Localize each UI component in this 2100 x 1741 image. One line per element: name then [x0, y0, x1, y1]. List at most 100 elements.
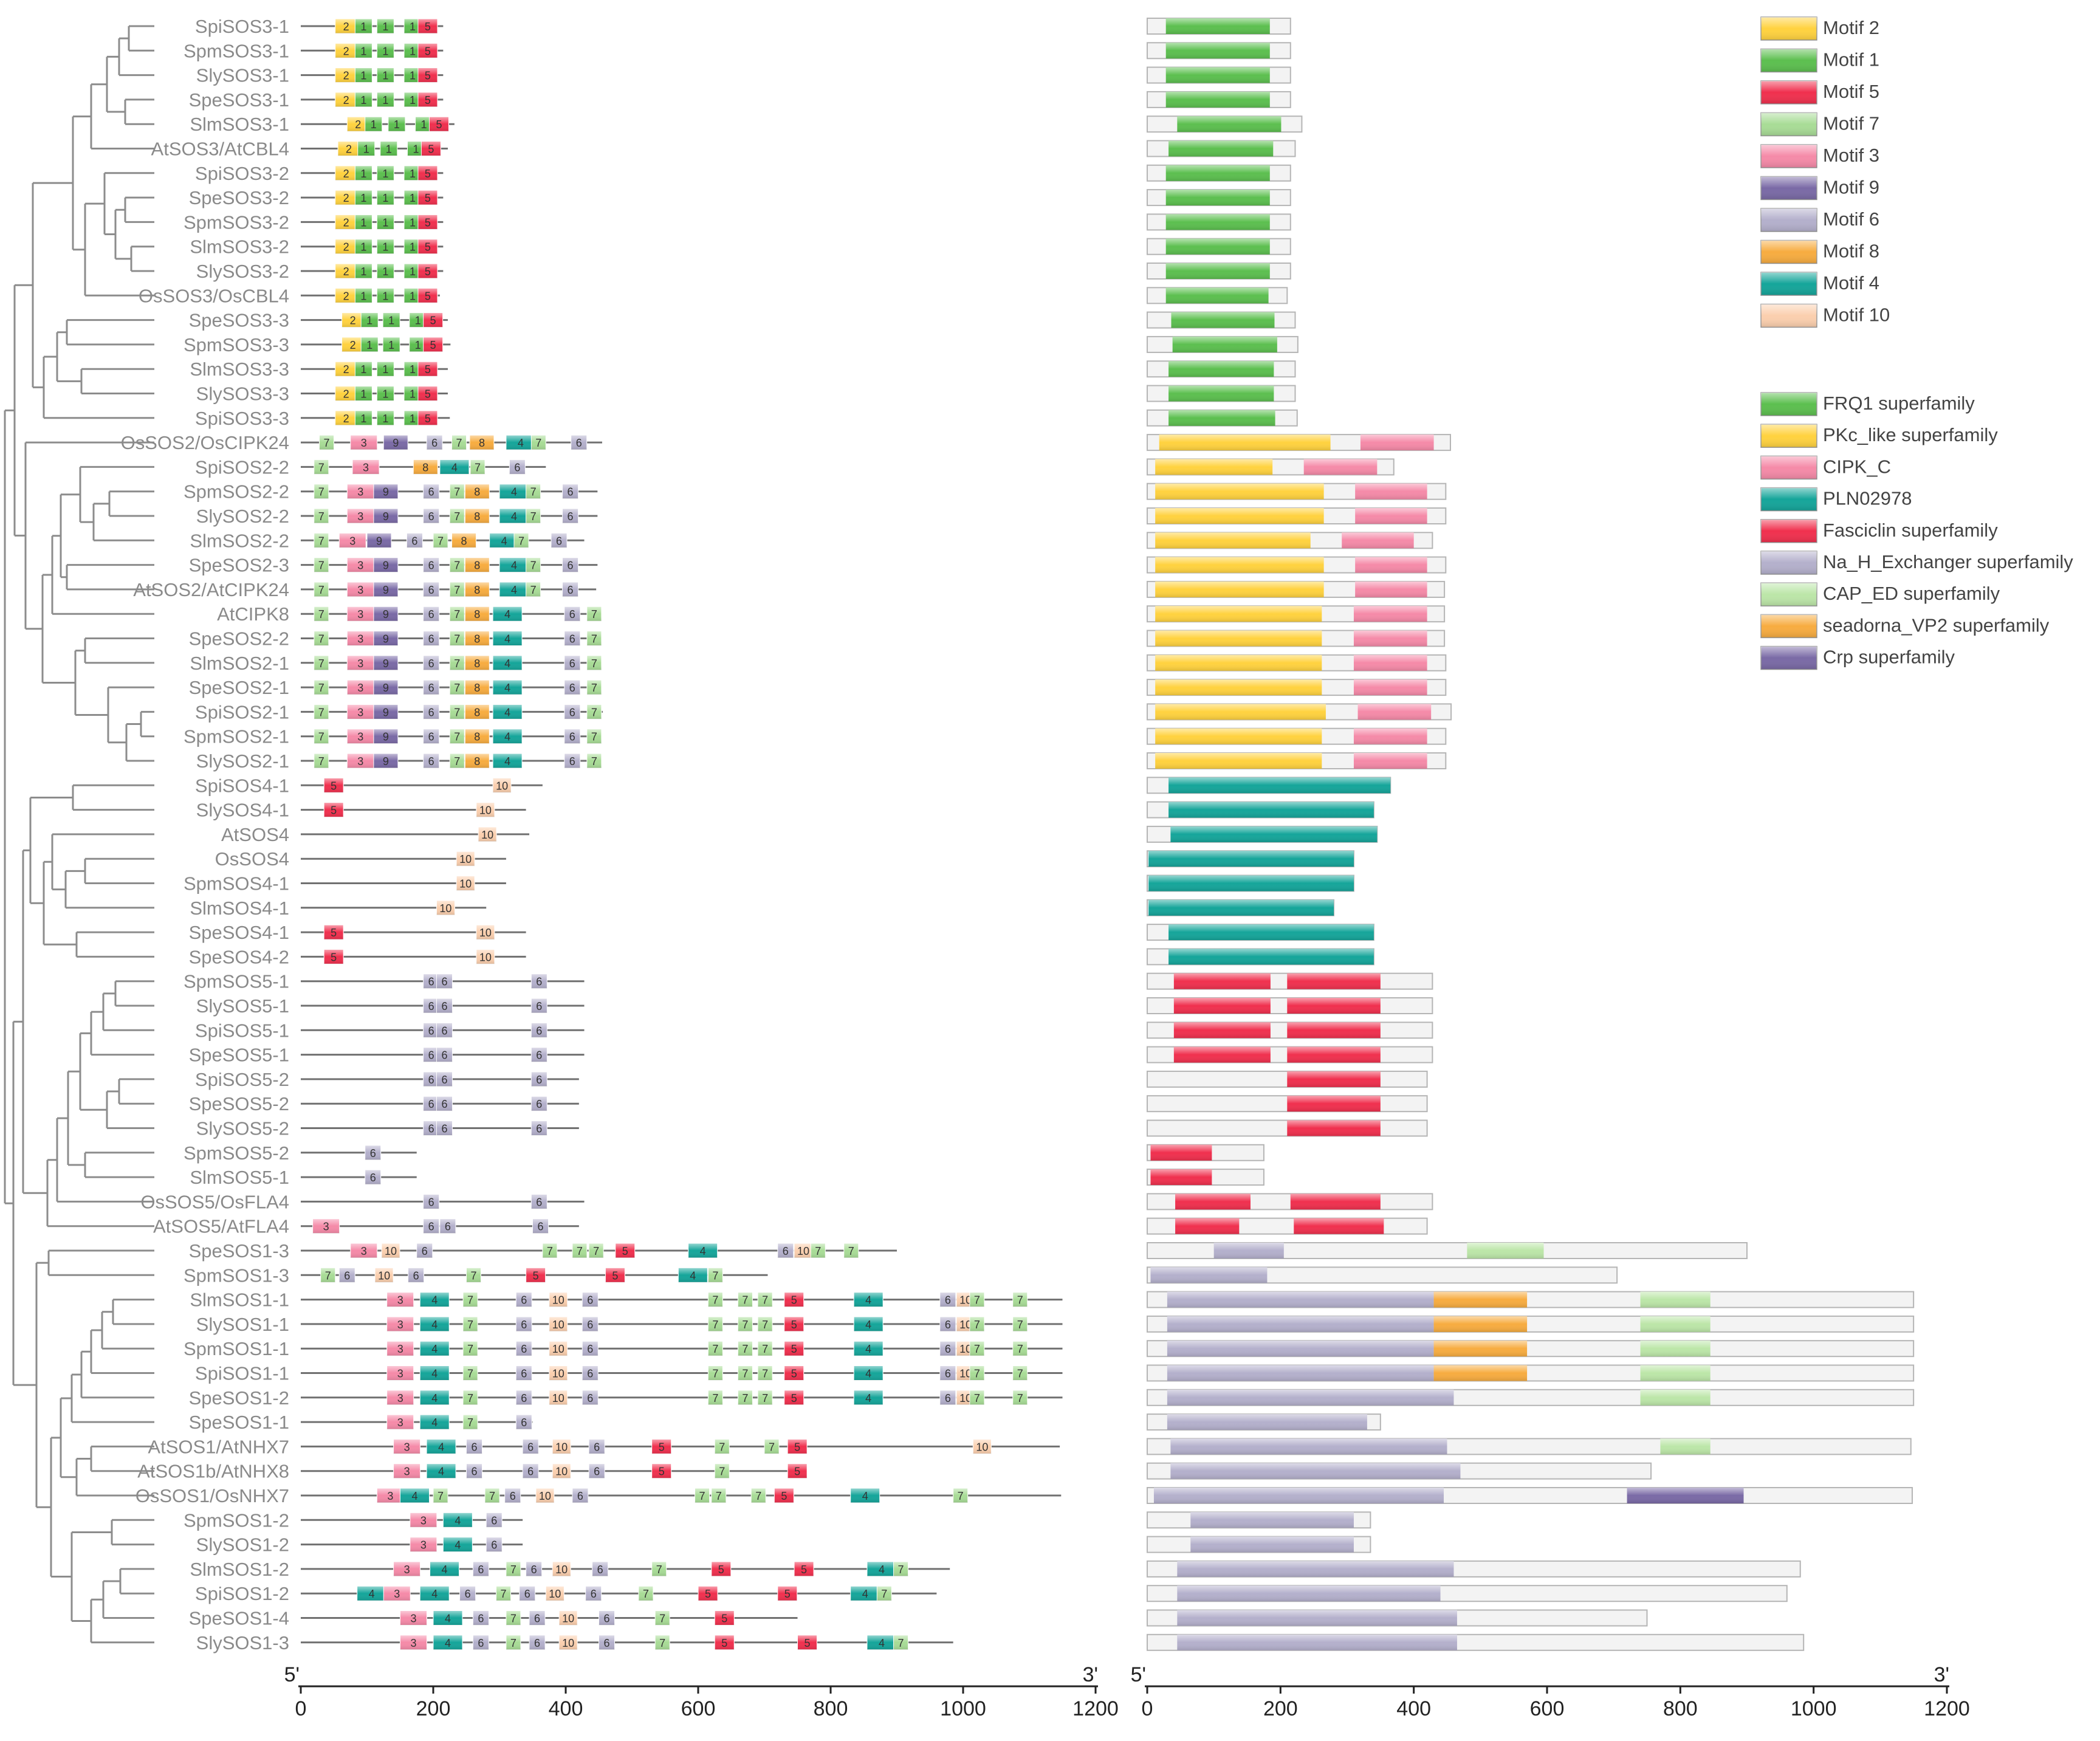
motif-number: 5 [425, 192, 431, 204]
motif-number: 6 [536, 1123, 542, 1135]
motif-shade [436, 998, 453, 1013]
domain-shade [1168, 361, 1274, 377]
motif-shade [493, 655, 523, 670]
motif-shade [499, 484, 529, 499]
motif-number: 1 [382, 192, 388, 204]
motif-shade [559, 1610, 578, 1626]
motif-number: 5 [425, 45, 431, 57]
motif-number: 3 [357, 608, 363, 620]
motif-shade [552, 1463, 571, 1478]
motif-shade [523, 1463, 539, 1478]
motif-shade [465, 754, 490, 768]
motif-number: 10 [552, 1294, 564, 1307]
motif-shade [377, 43, 394, 58]
motif-shade [969, 1390, 984, 1405]
motif-number: 7 [318, 608, 324, 620]
motif-shade [423, 582, 439, 597]
motif-number: 6 [591, 1588, 597, 1600]
motif-number: 4 [865, 1319, 871, 1331]
motif-number: 4 [438, 1441, 444, 1453]
protein-label: SpiSOS3-2 [195, 163, 289, 184]
motif-shade [777, 1586, 797, 1601]
motif-shade [373, 680, 398, 695]
motif-shade [758, 1341, 773, 1356]
motif-number: 5 [425, 266, 431, 278]
protein-label: SpmSOS3-2 [184, 211, 289, 233]
protein-label: SlySOS2-1 [196, 750, 289, 772]
motif-number: 7 [974, 1368, 980, 1380]
motif-number: 4 [865, 1294, 871, 1307]
domain-shade [1433, 1291, 1528, 1308]
motif-shade [465, 704, 490, 719]
motif-number: 5 [784, 1588, 791, 1600]
motif-number: 6 [370, 1147, 376, 1159]
axis-start-label: 5' [284, 1663, 300, 1686]
motif-shade [523, 1439, 539, 1454]
protein-label: OsSOS1/OsNHX7 [136, 1485, 289, 1506]
motif-number: 1 [410, 21, 416, 33]
domain-shade [1155, 532, 1311, 549]
motif-shade [324, 925, 344, 940]
motif-shade [439, 459, 469, 475]
domain_legend-label: FRQ1 superfamily [1823, 393, 1975, 414]
domain_legend-swatch-shade [1761, 456, 1817, 479]
motif-number: 2 [343, 241, 349, 253]
motif-number: 7 [318, 510, 324, 523]
motif-number: 6 [569, 682, 575, 694]
motif-shade [473, 1635, 489, 1650]
motif-number: 4 [431, 1392, 437, 1404]
motif-shade [535, 1488, 554, 1503]
motif-number: 6 [441, 1098, 447, 1110]
motif-number: 6 [594, 1441, 600, 1453]
domain-shade [1168, 924, 1374, 941]
motif-number: 5 [425, 70, 431, 82]
motif-shade [373, 484, 398, 499]
motif-shade [347, 754, 374, 768]
motif-number: 1 [410, 363, 416, 376]
motif-number: 5 [791, 1294, 797, 1307]
motif-number: 7 [467, 1319, 473, 1331]
motif-shade [758, 1365, 773, 1381]
motif-number: 5 [331, 780, 337, 792]
motif-shade [465, 509, 490, 523]
motif-shade [427, 1439, 456, 1454]
motif-number: 7 [577, 1245, 583, 1257]
motif-shade [564, 606, 580, 622]
motif-number: 9 [383, 510, 389, 523]
motif-number: 6 [521, 1319, 527, 1331]
motif-shade [854, 1292, 884, 1307]
motif-number: 6 [428, 1049, 434, 1062]
motif-number: 4 [865, 1392, 871, 1404]
motif-number: 6 [428, 1000, 434, 1012]
motif-shade [373, 704, 398, 719]
motif-shade [939, 1390, 956, 1405]
motif-shade [393, 1463, 420, 1478]
motif-shade [347, 606, 374, 622]
motif-shade [400, 1610, 427, 1626]
motif-shade [493, 631, 523, 646]
motif-shade [355, 239, 372, 254]
motif-number: 5 [425, 94, 431, 106]
motif-shade [711, 1561, 731, 1576]
motif-number: 5 [425, 168, 431, 180]
motif_legend-swatch-shade [1761, 176, 1817, 200]
domain-shade [1155, 630, 1322, 647]
motif-shade [423, 1194, 439, 1209]
domain_legend-label: seadorna_VP2 superfamily [1823, 614, 2050, 636]
motif-number: 5 [425, 388, 431, 400]
motif-number: 6 [569, 658, 575, 670]
motif-number: 7 [762, 1319, 768, 1331]
domain_legend-swatch-shade [1761, 393, 1817, 416]
motif-number: 6 [587, 1319, 593, 1331]
motif-shade [423, 680, 439, 695]
motif-shade [582, 1316, 599, 1331]
protein-label: SpeSOS3-1 [189, 89, 289, 111]
motif-number: 7 [712, 1368, 718, 1380]
motif-shade [383, 312, 400, 328]
domain-shade [1177, 1634, 1457, 1650]
motif-number: 6 [521, 1368, 527, 1380]
domain-shade [1167, 1389, 1454, 1406]
motif-shade [854, 1341, 884, 1356]
motif-number: 6 [597, 1564, 603, 1576]
motif-shade [784, 1292, 804, 1307]
